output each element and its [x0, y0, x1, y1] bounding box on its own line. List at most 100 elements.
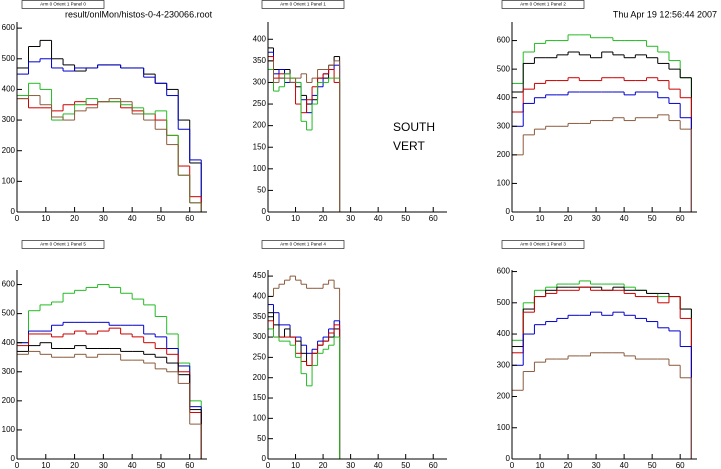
y-tick-label: 0: [506, 454, 511, 463]
x-tick-label: 50: [156, 461, 165, 469]
panel-title: Arm 0 Orient 1 Panel 1: [280, 2, 326, 7]
y-tick-label: 200: [2, 146, 16, 155]
y-tick-label: 300: [253, 332, 267, 341]
y-tick-label: 0: [262, 207, 267, 216]
y-tick-label: 150: [253, 393, 267, 402]
y-tick-label: 200: [497, 150, 511, 159]
y-tick-label: 500: [2, 309, 16, 318]
x-tick-label: 40: [128, 214, 137, 223]
y-tick-label: 300: [2, 115, 16, 124]
y-tick-label: 200: [2, 396, 16, 405]
x-tick-label: 30: [592, 214, 601, 223]
x-tick-label: 20: [70, 214, 79, 223]
x-tick-label: 40: [374, 214, 383, 223]
x-tick-label: 20: [564, 214, 573, 223]
x-tick-label: 10: [41, 461, 50, 469]
x-tick-label: 50: [648, 214, 657, 223]
x-tick-label: 0: [266, 461, 271, 469]
x-tick-label: 40: [128, 461, 137, 469]
x-tick-label: 30: [592, 461, 601, 469]
y-tick-label: 50: [257, 434, 266, 443]
y-tick-label: 200: [497, 392, 511, 401]
y-tick-label: 300: [497, 121, 511, 130]
y-tick-label: 100: [253, 164, 267, 173]
y-tick-label: 500: [497, 64, 511, 73]
y-tick-label: 100: [253, 413, 267, 422]
y-tick-label: 350: [253, 312, 267, 321]
x-tick-label: 60: [429, 214, 438, 223]
y-tick-label: 400: [253, 34, 267, 43]
y-tick-label: 100: [2, 176, 16, 185]
x-tick-label: 0: [15, 214, 20, 223]
x-tick-label: 30: [99, 461, 108, 469]
y-tick-label: 350: [253, 56, 267, 65]
annotation: VERT: [393, 139, 425, 153]
x-tick-label: 0: [266, 214, 271, 223]
y-tick-label: 400: [497, 93, 511, 102]
x-tick-label: 40: [620, 461, 629, 469]
title-box: [261, 240, 345, 249]
title-box: [21, 240, 105, 249]
y-tick-label: 0: [11, 207, 16, 216]
y-tick-label: 600: [497, 36, 511, 45]
title-box: [501, 0, 585, 9]
y-tick-label: 400: [253, 292, 267, 301]
x-tick-label: 20: [70, 461, 79, 469]
file-name: result/onlMon/histos-0-4-230066.root: [65, 9, 213, 19]
x-tick-label: 60: [185, 461, 194, 469]
panel-title: Arm 0 Orient 1 Panel 0: [40, 2, 86, 7]
x-tick-label: 0: [15, 461, 20, 469]
x-tick-label: 20: [564, 461, 573, 469]
annotation: SOUTH: [393, 120, 435, 134]
x-tick-label: 20: [319, 214, 328, 223]
x-tick-label: 10: [41, 214, 50, 223]
y-tick-label: 0: [506, 207, 511, 216]
y-tick-label: 250: [253, 99, 267, 108]
x-tick-label: 60: [429, 461, 438, 469]
y-tick-label: 0: [262, 454, 267, 463]
y-tick-label: 450: [253, 271, 267, 280]
panel-title: Arm 0 Orient 1 Panel 4: [280, 242, 326, 247]
y-tick-label: 600: [2, 23, 16, 32]
x-tick-label: 50: [648, 461, 657, 469]
x-tick-label: 50: [156, 214, 165, 223]
y-tick-label: 50: [257, 186, 266, 195]
x-tick-label: 50: [401, 214, 410, 223]
x-tick-label: 10: [536, 461, 545, 469]
y-tick-label: 600: [497, 267, 511, 276]
y-tick-label: 300: [497, 360, 511, 369]
title-box: [21, 0, 105, 9]
x-tick-label: 40: [374, 461, 383, 469]
y-tick-label: 400: [497, 329, 511, 338]
x-tick-label: 40: [620, 214, 629, 223]
y-tick-label: 400: [2, 338, 16, 347]
x-tick-label: 10: [536, 214, 545, 223]
y-tick-label: 150: [253, 142, 267, 151]
x-tick-label: 60: [676, 461, 685, 469]
title-box: [261, 0, 345, 9]
x-tick-label: 50: [401, 461, 410, 469]
x-tick-label: 10: [291, 214, 300, 223]
x-tick-label: 60: [676, 214, 685, 223]
y-tick-label: 600: [2, 280, 16, 289]
y-tick-label: 0: [11, 454, 16, 463]
y-tick-label: 100: [2, 425, 16, 434]
y-tick-label: 250: [253, 352, 267, 361]
y-tick-label: 200: [253, 121, 267, 130]
y-tick-label: 300: [253, 78, 267, 87]
x-tick-label: 10: [291, 461, 300, 469]
x-tick-label: 60: [185, 214, 194, 223]
title-box: [501, 240, 585, 249]
x-tick-label: 30: [346, 214, 355, 223]
x-tick-label: 30: [99, 214, 108, 223]
panel-title: Arm 0 Orient 1 Panel 2: [520, 2, 566, 7]
y-tick-label: 400: [2, 85, 16, 94]
x-tick-label: 30: [346, 461, 355, 469]
x-tick-label: 20: [319, 461, 328, 469]
panel-title: Arm 0 Orient 1 Panel 5: [40, 242, 86, 247]
y-tick-label: 300: [2, 367, 16, 376]
timestamp: Thu Apr 19 12:56:44 2007: [613, 9, 717, 19]
x-tick-label: 0: [510, 214, 515, 223]
